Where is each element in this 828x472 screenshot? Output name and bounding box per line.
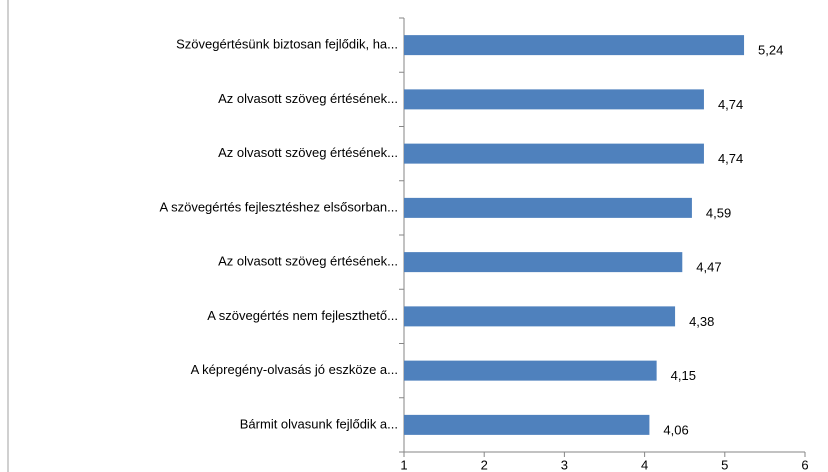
y-tick-label: Szövegértésünk biztosan fejlődik, ha... [176, 37, 398, 52]
y-tick-label: Az olvasott szöveg értésének... [218, 254, 398, 269]
x-tick-label: 2 [481, 457, 488, 472]
bar [404, 197, 692, 218]
y-tick-label: Az olvasott szöveg értésének... [218, 91, 398, 106]
x-tick-label: 4 [641, 457, 648, 472]
value-label: 5,24 [758, 43, 783, 58]
x-tick-label: 1 [400, 457, 407, 472]
bar [404, 143, 704, 164]
bar [404, 89, 704, 110]
bar [404, 252, 683, 273]
value-label: 4,38 [689, 314, 714, 329]
bar [404, 306, 676, 327]
x-tick-label: 3 [561, 457, 568, 472]
value-label: 4,74 [718, 97, 743, 112]
bar [404, 360, 657, 381]
y-tick-label: Bármit olvasunk fejlődik a... [240, 416, 398, 431]
y-tick-label: A szövegértés fejlesztéshez elsősorban..… [160, 199, 398, 214]
y-tick-label: A képregény-olvasás jó eszköze a... [191, 362, 398, 377]
y-tick-label: A szövegértés nem fejleszthető... [207, 308, 398, 323]
value-label: 4,59 [706, 205, 731, 220]
bar [404, 35, 745, 56]
value-label: 4,47 [696, 260, 721, 275]
value-label: 4,74 [718, 151, 743, 166]
value-label: 4,15 [671, 368, 696, 383]
bar [404, 414, 650, 435]
y-tick-label: Az olvasott szöveg értésének... [218, 145, 398, 160]
x-tick-label: 6 [801, 457, 808, 472]
x-tick-label: 5 [721, 457, 728, 472]
value-label: 4,06 [663, 422, 688, 437]
